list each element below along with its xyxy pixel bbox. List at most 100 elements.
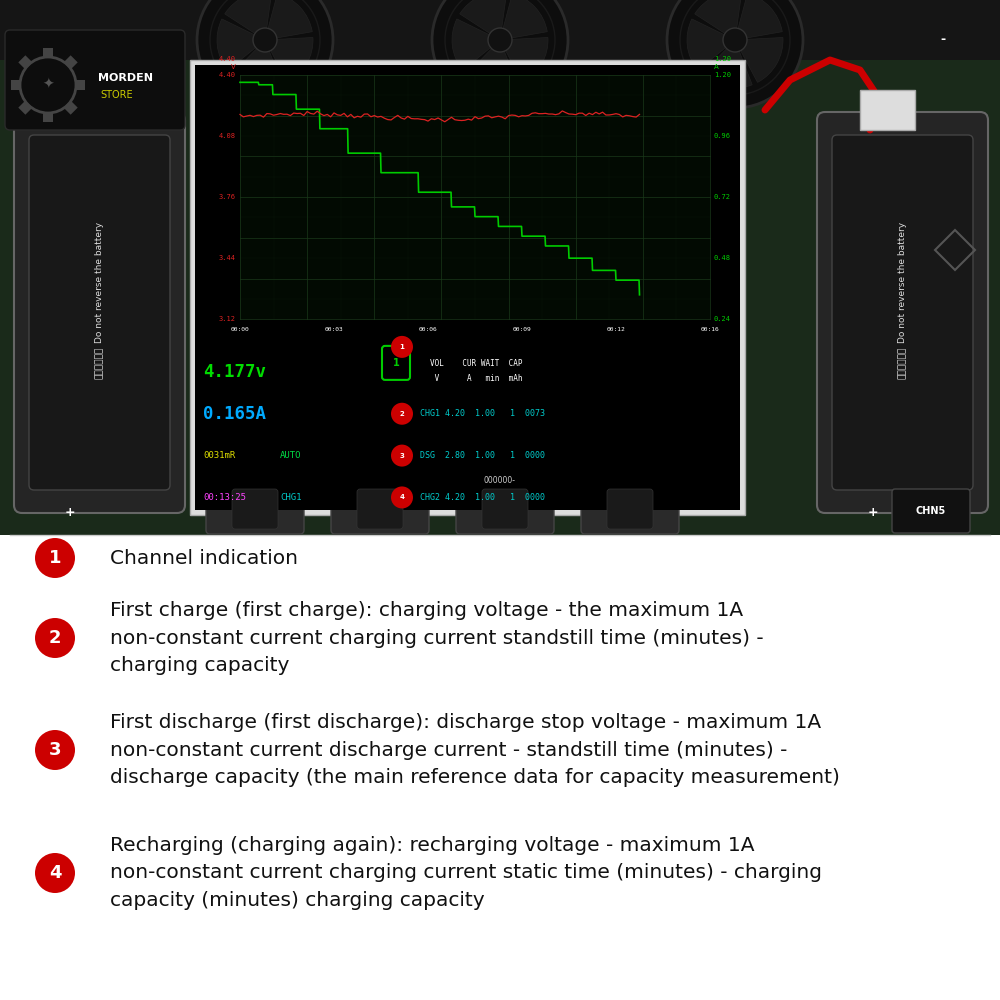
Circle shape: [667, 0, 803, 108]
Bar: [43, 112, 53, 122]
Bar: [11, 80, 21, 90]
Text: VOL    CUR WAIT  CAP: VOL CUR WAIT CAP: [430, 359, 522, 368]
Wedge shape: [702, 40, 752, 88]
Text: First discharge (first discharge): discharge stop voltage - maximum 1A
non-const: First discharge (first discharge): disch…: [110, 713, 840, 787]
Text: 1: 1: [49, 549, 61, 567]
FancyBboxPatch shape: [832, 135, 973, 490]
Wedge shape: [460, 0, 507, 40]
Wedge shape: [452, 19, 500, 70]
Text: 3.76: 3.76: [219, 194, 236, 200]
FancyBboxPatch shape: [14, 112, 185, 513]
Text: 4: 4: [400, 494, 404, 500]
Text: +: +: [64, 506, 75, 520]
FancyBboxPatch shape: [892, 489, 970, 533]
Text: Do not reverse the battery: Do not reverse the battery: [95, 222, 104, 343]
Text: 4: 4: [49, 864, 61, 882]
Circle shape: [391, 336, 413, 358]
Text: 4.08: 4.08: [219, 133, 236, 139]
Text: 禁止反接电池: 禁止反接电池: [95, 346, 104, 379]
Text: ✦: ✦: [42, 78, 54, 92]
Bar: [195, 65, 740, 510]
Text: 调整/S: 调整/S: [375, 543, 395, 552]
Text: -: -: [137, 33, 142, 46]
Text: 1: 1: [400, 344, 404, 350]
Text: 000000-: 000000-: [484, 476, 516, 485]
Circle shape: [35, 618, 75, 658]
Wedge shape: [265, 0, 312, 40]
Text: 00:03: 00:03: [325, 327, 343, 332]
Bar: [860, 90, 915, 130]
Text: 0.96: 0.96: [714, 133, 731, 139]
Text: 启停/ R/S: 启停/ R/S: [494, 543, 526, 552]
Circle shape: [391, 403, 413, 425]
FancyBboxPatch shape: [581, 484, 679, 534]
Bar: [240, 75, 710, 319]
Text: 0.165A: 0.165A: [203, 405, 266, 423]
Text: 00:06: 00:06: [419, 327, 437, 332]
Bar: [0, 0, 1000, 535]
Circle shape: [197, 0, 333, 108]
Text: V: V: [231, 64, 236, 70]
Bar: [75, 80, 85, 90]
Text: 3.44: 3.44: [219, 255, 236, 261]
Text: 1.20: 1.20: [714, 72, 731, 78]
Circle shape: [35, 853, 75, 893]
Bar: [190, 60, 745, 515]
Text: CHG1 4.20  1.00   1  0073: CHG1 4.20 1.00 1 0073: [420, 409, 545, 418]
Text: AUTO: AUTO: [280, 451, 302, 460]
Text: A: A: [714, 64, 719, 70]
Circle shape: [488, 28, 512, 52]
FancyBboxPatch shape: [206, 484, 304, 534]
Wedge shape: [687, 19, 735, 70]
Text: 4.177v: 4.177v: [203, 363, 266, 381]
Text: 0.24: 0.24: [714, 316, 731, 322]
Wedge shape: [265, 37, 313, 82]
Circle shape: [35, 730, 75, 770]
Circle shape: [253, 28, 277, 52]
Wedge shape: [500, 37, 548, 82]
Text: 2: 2: [49, 629, 61, 647]
FancyBboxPatch shape: [232, 489, 278, 529]
Text: 通道/CHN: 通道/CHN: [618, 543, 652, 552]
FancyBboxPatch shape: [357, 489, 403, 529]
Text: 2: 2: [400, 411, 404, 417]
Text: CHG2 4.20  1.00   1  0000: CHG2 4.20 1.00 1 0000: [420, 493, 545, 502]
Text: 禁止反接电池: 禁止反接电池: [898, 346, 907, 379]
Wedge shape: [735, 37, 783, 82]
Text: 00:09: 00:09: [513, 327, 531, 332]
Text: MORDEN: MORDEN: [98, 73, 153, 83]
Text: 4.40: 4.40: [219, 56, 236, 62]
FancyBboxPatch shape: [607, 489, 653, 529]
Wedge shape: [217, 19, 265, 70]
Text: First charge (first charge): charging voltage - the maximum 1A
non-constant curr: First charge (first charge): charging vo…: [110, 601, 764, 675]
Bar: [18, 55, 32, 69]
Text: Recharging (charging again): recharging voltage - maximum 1A
non-constant curren: Recharging (charging again): recharging …: [110, 836, 822, 910]
FancyBboxPatch shape: [29, 135, 170, 490]
Bar: [64, 55, 78, 69]
Text: 00:16: 00:16: [701, 327, 719, 332]
Text: 1: 1: [393, 358, 399, 368]
Text: -: -: [940, 33, 945, 46]
Text: DSG  2.80  1.00   1  0000: DSG 2.80 1.00 1 0000: [420, 451, 545, 460]
Wedge shape: [467, 40, 517, 88]
Text: 0.72: 0.72: [714, 194, 731, 200]
FancyBboxPatch shape: [456, 484, 554, 534]
Text: 0.48: 0.48: [714, 255, 731, 261]
Bar: [0, 60, 1000, 535]
FancyBboxPatch shape: [331, 484, 429, 534]
Bar: [43, 48, 53, 58]
Text: 3: 3: [49, 741, 61, 759]
Text: 4.40: 4.40: [219, 72, 236, 78]
FancyBboxPatch shape: [817, 112, 988, 513]
Circle shape: [35, 538, 75, 578]
FancyBboxPatch shape: [482, 489, 528, 529]
Wedge shape: [232, 40, 282, 88]
Bar: [18, 101, 32, 115]
Wedge shape: [695, 0, 742, 40]
Text: STORE: STORE: [100, 90, 133, 100]
Text: 00:13:25: 00:13:25: [203, 493, 246, 502]
Text: 菜单/M: 菜单/M: [249, 543, 271, 552]
Wedge shape: [735, 0, 782, 40]
Text: Do not reverse the battery: Do not reverse the battery: [898, 222, 907, 343]
Bar: [64, 101, 78, 115]
